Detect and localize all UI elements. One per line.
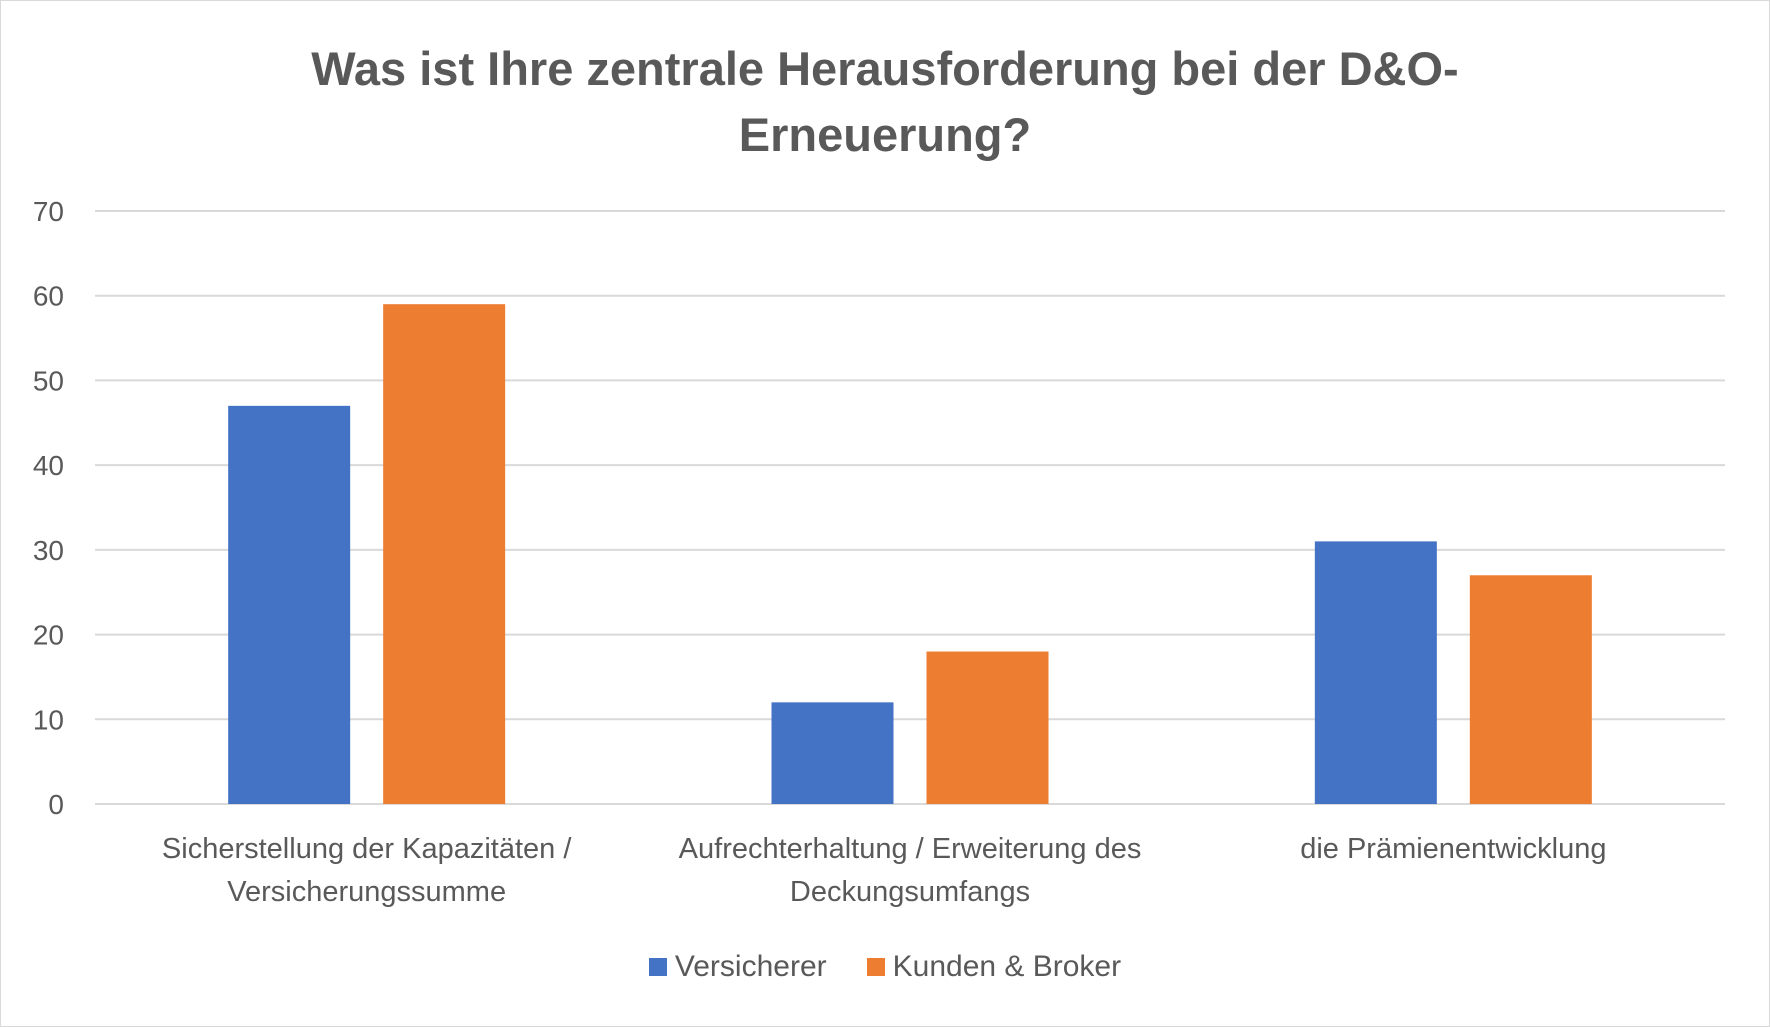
- title-line-1: Was ist Ihre zentrale Herausforderung be…: [311, 42, 1459, 95]
- legend-item-versicherer: Versicherer: [648, 950, 827, 984]
- bar-kunden-broker: [383, 304, 506, 804]
- y-tick-label: 40: [33, 450, 64, 481]
- x-category-label: Deckungsumfangs: [790, 876, 1030, 908]
- title-line-2: Erneuerung?: [738, 108, 1032, 161]
- chart-title: Was ist Ihre zentrale Herausforderung be…: [0, 36, 1770, 168]
- legend-label: Kunden & Broker: [892, 950, 1122, 983]
- legend-swatch: [866, 958, 885, 976]
- y-tick-label: 30: [33, 535, 64, 566]
- bar-versicherer: [1314, 541, 1437, 804]
- x-category-label: die Prämienentwicklung: [1300, 833, 1606, 865]
- x-category-label: Sicherstellung der Kapazitäten /: [162, 833, 572, 865]
- legend-label: Versicherer: [674, 950, 827, 983]
- x-category-label: Versicherungssumme: [227, 876, 506, 908]
- legend: Versicherer Kunden & Broker: [0, 950, 1770, 984]
- bar-versicherer: [228, 405, 351, 804]
- y-tick-label: 50: [33, 365, 64, 396]
- legend-swatch: [648, 958, 667, 976]
- bar-versicherer: [771, 702, 894, 804]
- bar-kunden-broker: [1469, 575, 1592, 804]
- y-tick-label: 20: [33, 620, 64, 651]
- y-tick-label: 0: [48, 789, 64, 820]
- y-tick-label: 70: [33, 196, 64, 227]
- bar-kunden-broker: [926, 651, 1049, 804]
- y-tick-label: 10: [33, 704, 64, 735]
- legend-item-kunden-broker: Kunden & Broker: [866, 950, 1122, 984]
- x-category-label: Aufrechterhaltung / Erweiterung des: [679, 833, 1142, 865]
- y-tick-label: 60: [33, 281, 64, 312]
